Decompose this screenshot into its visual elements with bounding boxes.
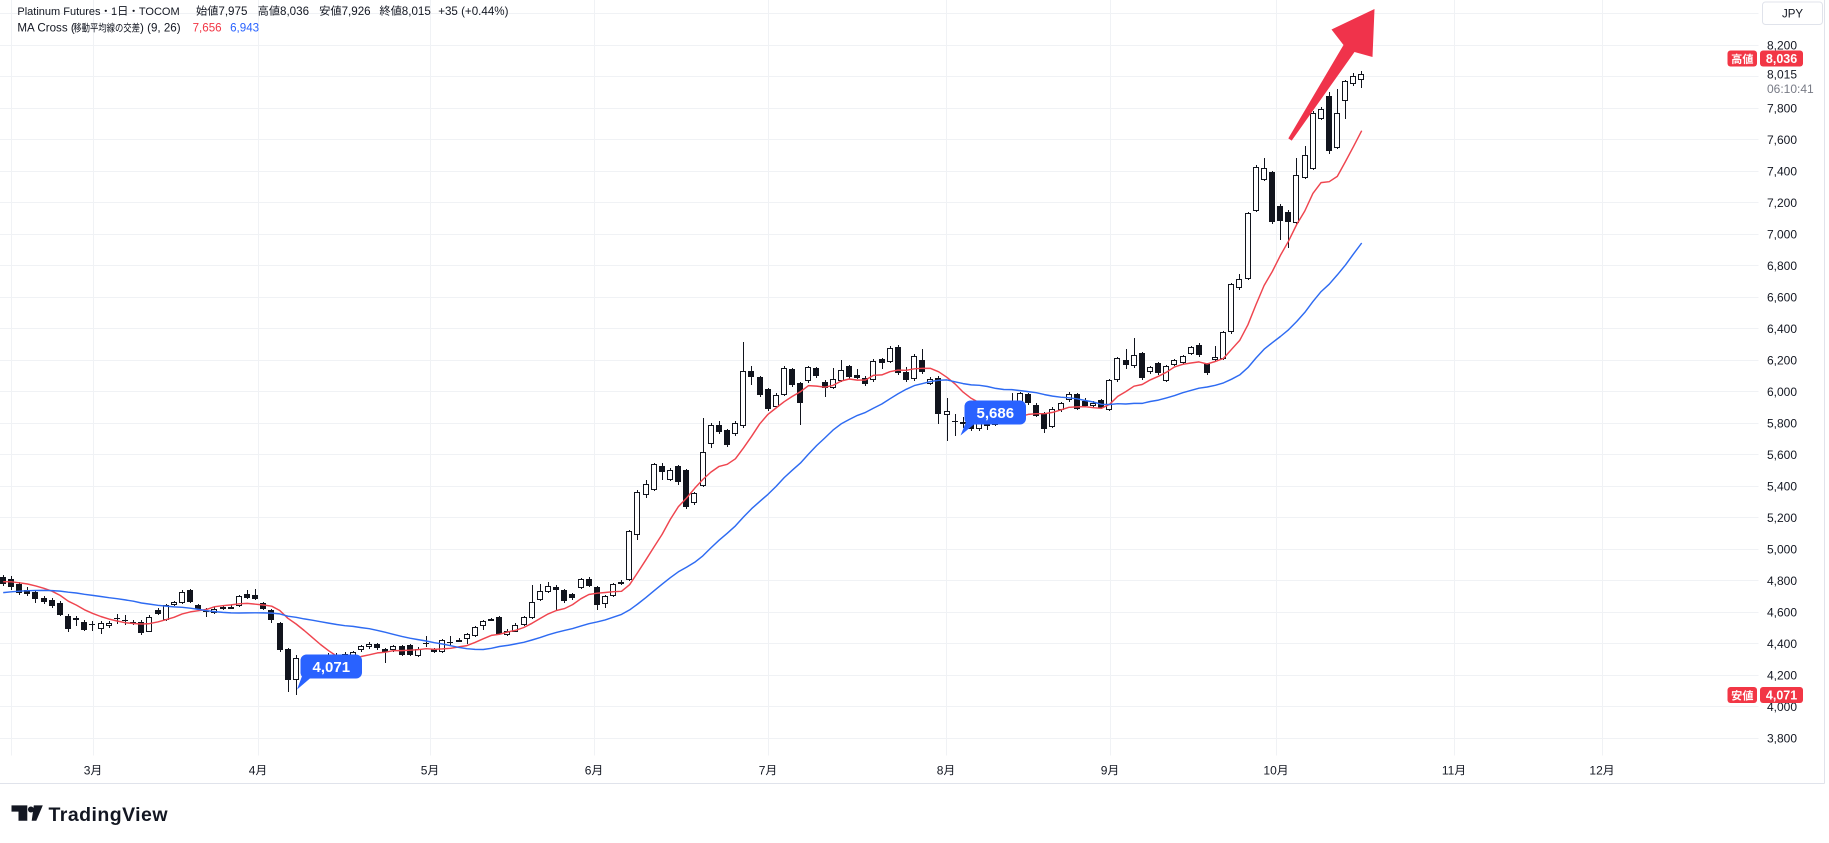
svg-text:5,800: 5,800 bbox=[1767, 416, 1797, 430]
svg-text:5: 5 bbox=[421, 763, 428, 777]
svg-text:4,600: 4,600 bbox=[1767, 605, 1797, 619]
svg-text:5,000: 5,000 bbox=[1767, 542, 1797, 556]
svg-text:8: 8 bbox=[937, 763, 944, 777]
svg-text:8,015: 8,015 bbox=[1767, 68, 1797, 82]
svg-text:6,800: 6,800 bbox=[1767, 259, 1797, 273]
svg-text:7,926: 7,926 bbox=[342, 5, 371, 18]
svg-text:4,000: 4,000 bbox=[1767, 700, 1797, 714]
svg-text:MA Cross (: MA Cross ( bbox=[17, 22, 74, 35]
svg-text:8,036: 8,036 bbox=[280, 5, 309, 18]
svg-text:4,800: 4,800 bbox=[1767, 574, 1797, 588]
svg-text:6,600: 6,600 bbox=[1767, 290, 1797, 304]
svg-text:5,600: 5,600 bbox=[1767, 448, 1797, 462]
svg-text:5,200: 5,200 bbox=[1767, 511, 1797, 525]
svg-text:1: 1 bbox=[111, 6, 117, 18]
svg-text:+35 (+0.44%): +35 (+0.44%) bbox=[438, 5, 508, 18]
svg-text:7,000: 7,000 bbox=[1767, 227, 1797, 241]
svg-text:) (9, 26): ) (9, 26) bbox=[140, 22, 181, 35]
svg-text:7,200: 7,200 bbox=[1767, 196, 1797, 210]
svg-text:7,400: 7,400 bbox=[1767, 164, 1797, 178]
svg-text:4,400: 4,400 bbox=[1767, 637, 1797, 651]
svg-text:TradingView: TradingView bbox=[49, 804, 169, 826]
svg-text:12: 12 bbox=[1589, 763, 1603, 777]
svg-text:8,015: 8,015 bbox=[402, 5, 431, 18]
svg-text:8,200: 8,200 bbox=[1767, 38, 1797, 52]
svg-text:7,800: 7,800 bbox=[1767, 101, 1797, 115]
svg-text:4,071: 4,071 bbox=[1766, 689, 1797, 703]
svg-text:9: 9 bbox=[1101, 763, 1108, 777]
svg-text:6,400: 6,400 bbox=[1767, 322, 1797, 336]
svg-text:06:10:41: 06:10:41 bbox=[1767, 82, 1814, 96]
svg-text:7,600: 7,600 bbox=[1767, 133, 1797, 147]
svg-text:6: 6 bbox=[585, 763, 592, 777]
svg-text:6,000: 6,000 bbox=[1767, 385, 1797, 399]
svg-text:4,200: 4,200 bbox=[1767, 668, 1797, 682]
svg-text:4: 4 bbox=[249, 763, 256, 777]
svg-text:11: 11 bbox=[1442, 763, 1455, 777]
svg-text:Platinum Futures: Platinum Futures bbox=[17, 6, 101, 18]
svg-text:JPY: JPY bbox=[1782, 9, 1803, 21]
svg-text:5,400: 5,400 bbox=[1767, 479, 1797, 493]
svg-text:6,943: 6,943 bbox=[230, 22, 259, 35]
svg-text:5,686: 5,686 bbox=[977, 405, 1015, 422]
svg-text:3: 3 bbox=[84, 763, 91, 777]
svg-text:6,200: 6,200 bbox=[1767, 353, 1797, 367]
svg-text:4,071: 4,071 bbox=[313, 659, 351, 676]
svg-text:8,036: 8,036 bbox=[1766, 52, 1797, 66]
svg-text:TOCOM: TOCOM bbox=[139, 6, 180, 18]
svg-text:7,656: 7,656 bbox=[193, 22, 222, 35]
svg-text:7: 7 bbox=[759, 763, 766, 777]
svg-text:3,800: 3,800 bbox=[1767, 731, 1797, 745]
svg-text:10: 10 bbox=[1263, 763, 1277, 777]
svg-text:7,975: 7,975 bbox=[218, 5, 247, 18]
